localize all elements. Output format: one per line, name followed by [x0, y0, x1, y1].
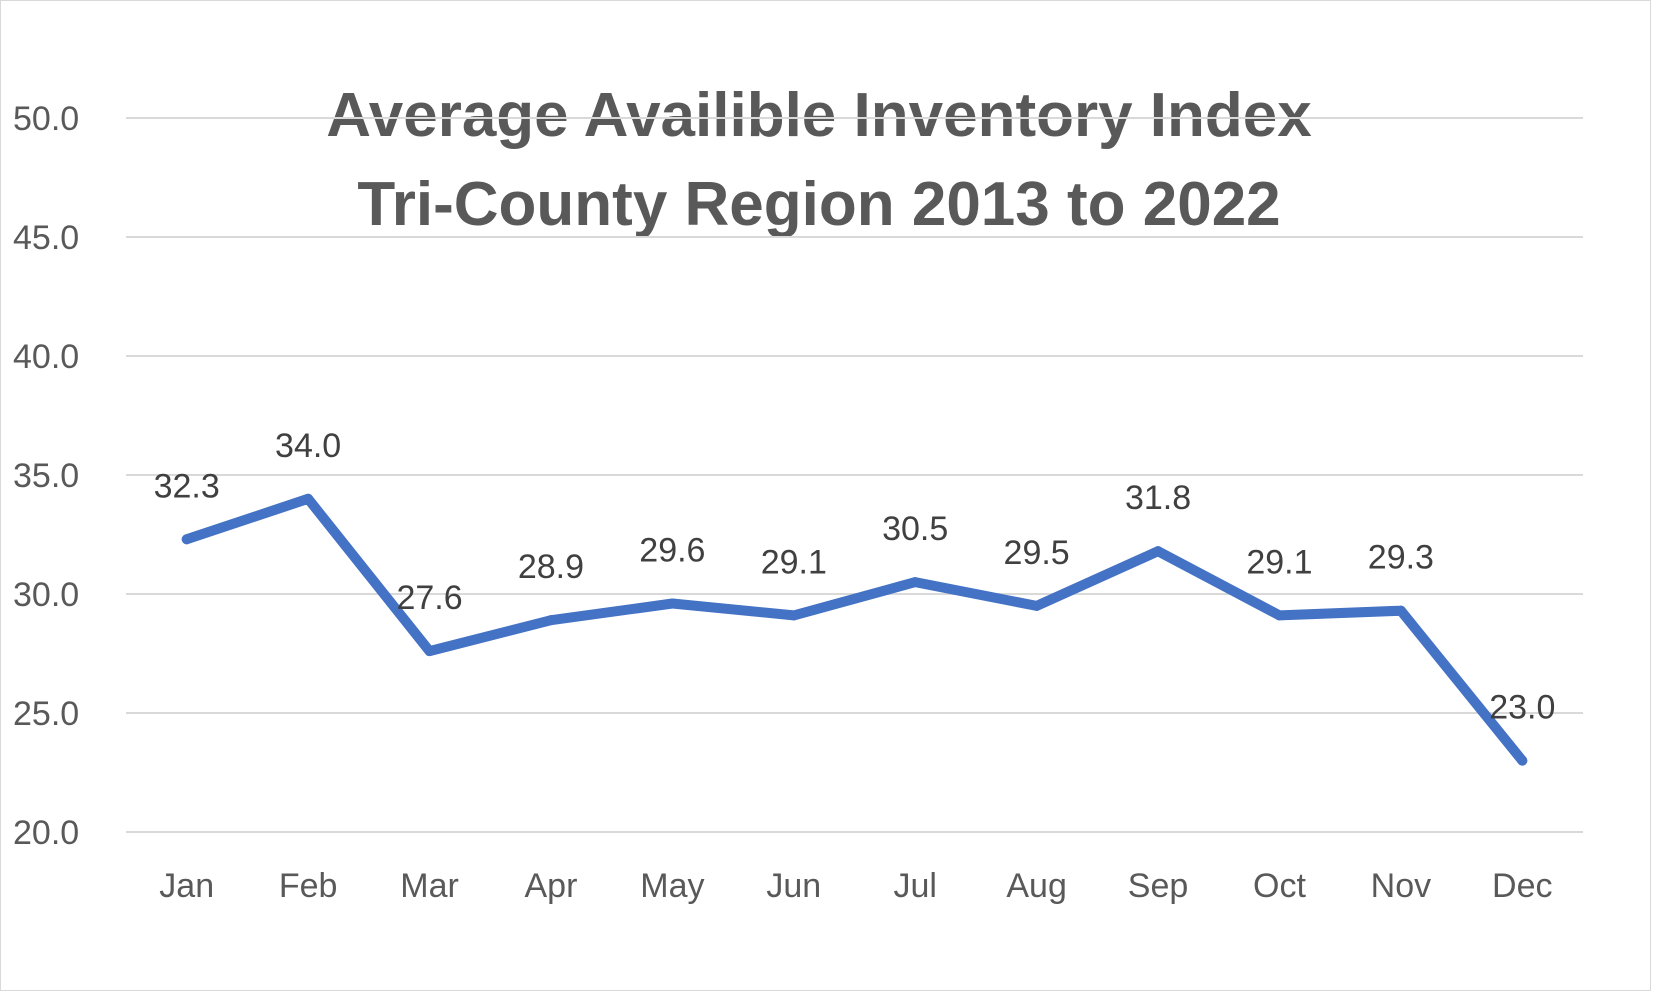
data-point — [667, 598, 678, 609]
y-tick-label: 40.0 — [13, 338, 79, 376]
data-point — [181, 534, 192, 545]
data-label: 27.6 — [396, 579, 462, 617]
data-label: 28.9 — [518, 548, 584, 586]
y-tick-label: 30.0 — [13, 576, 79, 614]
data-point — [1031, 600, 1042, 611]
data-label: 29.6 — [639, 532, 705, 570]
data-point — [1274, 610, 1285, 621]
data-point — [545, 615, 556, 626]
data-label: 23.0 — [1489, 689, 1555, 727]
chart-title-line-1: Average Availible Inventory Index — [326, 81, 1312, 150]
x-tick-label: Jan — [159, 867, 214, 905]
y-tick-label: 50.0 — [13, 100, 79, 138]
data-label: 34.0 — [275, 427, 341, 465]
x-tick-label: Aug — [1006, 867, 1067, 905]
x-tick-label: Mar — [400, 867, 459, 905]
x-tick-label: Dec — [1492, 867, 1552, 905]
data-label: 30.5 — [882, 510, 948, 548]
data-point — [424, 646, 435, 657]
y-tick-label: 25.0 — [13, 695, 79, 733]
y-axis-tick-labels: 20.0 25.0 30.0 35.0 40.0 45.0 50.0 — [13, 100, 79, 852]
series-line — [181, 493, 1528, 766]
data-label: 29.3 — [1368, 539, 1434, 577]
y-tick-label: 35.0 — [13, 457, 79, 495]
x-tick-label: May — [640, 867, 704, 905]
data-label: 31.8 — [1125, 479, 1191, 517]
data-point — [1153, 546, 1164, 557]
data-point — [1517, 755, 1528, 766]
x-tick-label: Feb — [279, 867, 338, 905]
y-tick-label: 45.0 — [13, 219, 79, 257]
data-label: 29.1 — [761, 543, 827, 581]
data-label: 32.3 — [154, 467, 220, 505]
data-point — [788, 610, 799, 621]
x-tick-label: Nov — [1371, 867, 1431, 905]
x-tick-label: Jun — [766, 867, 821, 905]
data-label: 29.1 — [1246, 543, 1312, 581]
x-tick-label: Apr — [524, 867, 577, 905]
x-tick-label: Sep — [1128, 867, 1189, 905]
data-point — [1395, 605, 1406, 616]
x-tick-label: Oct — [1253, 867, 1306, 905]
data-label: 29.5 — [1004, 534, 1070, 572]
chart-title-line-2: Tri-County Region 2013 to 2022 — [357, 170, 1280, 239]
x-tick-label: Jul — [893, 867, 936, 905]
data-point — [910, 577, 921, 588]
data-point — [303, 493, 314, 504]
x-axis-tick-labels: Jan Feb Mar Apr May Jun Jul Aug Sep Oct Nov Dec — [159, 867, 1552, 905]
y-tick-label: 20.0 — [13, 814, 79, 852]
data-labels: 32.3 34.0 27.6 28.9 29.6 29.1 30.5 29.5 31.8 29.1… — [154, 427, 1556, 727]
series-line-layer — [181, 493, 1528, 766]
